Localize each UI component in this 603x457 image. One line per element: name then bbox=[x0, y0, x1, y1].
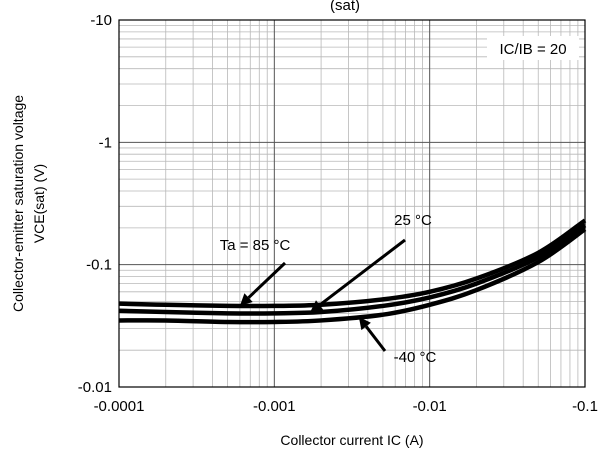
annotation-arrowhead bbox=[310, 300, 324, 313]
annotation-arrow-shaft bbox=[318, 238, 406, 307]
y-tick-label: -0.1 bbox=[86, 257, 112, 274]
x-tick-label: -0.0001 bbox=[94, 398, 145, 415]
y-tick-labels: -0.01 -0.1 -1 -10 bbox=[78, 12, 112, 396]
annotation-label: 25 °C bbox=[394, 212, 432, 229]
annotation-label: Ta = 85 °C bbox=[220, 237, 291, 254]
series-line-2 bbox=[118, 227, 587, 325]
series-line-0 bbox=[118, 218, 587, 309]
series-lines bbox=[118, 218, 587, 325]
x-tick-label: -0.001 bbox=[253, 398, 296, 415]
annotation-arrow-shaft bbox=[247, 261, 287, 299]
annotation-arrow-shaft bbox=[364, 325, 387, 352]
chart-title-fragment: (sat) bbox=[330, 0, 360, 14]
x-tick-label: -0.1 bbox=[572, 398, 598, 415]
annotation-label: -40 °C bbox=[394, 349, 437, 366]
annotation-arrowhead bbox=[358, 316, 371, 331]
y-axis-title-line1: Collector-emitter saturation voltage bbox=[10, 95, 26, 312]
annotations: Ta = 85 °C 25 °C -40 °C bbox=[220, 212, 437, 366]
annotation-arrowhead bbox=[239, 293, 253, 306]
condition-box: IC/IB = 20 bbox=[487, 36, 579, 60]
major-grid bbox=[118, 19, 586, 388]
x-tick-label: -0.01 bbox=[413, 398, 447, 415]
condition-label: IC/IB = 20 bbox=[499, 41, 566, 58]
minor-grid bbox=[119, 20, 585, 387]
y-tick-label: -1 bbox=[99, 134, 112, 151]
plot-frame bbox=[118, 19, 586, 388]
x-tick-labels: -0.0001 -0.001 -0.01 -0.1 bbox=[94, 398, 598, 415]
y-axis-title-line2: VCE(sat) (V) bbox=[31, 164, 47, 243]
y-tick-label: -10 bbox=[90, 12, 112, 29]
x-axis-title: Collector current IC (A) bbox=[280, 432, 423, 448]
series-line-1 bbox=[118, 223, 587, 316]
y-tick-label: -0.01 bbox=[78, 379, 112, 396]
